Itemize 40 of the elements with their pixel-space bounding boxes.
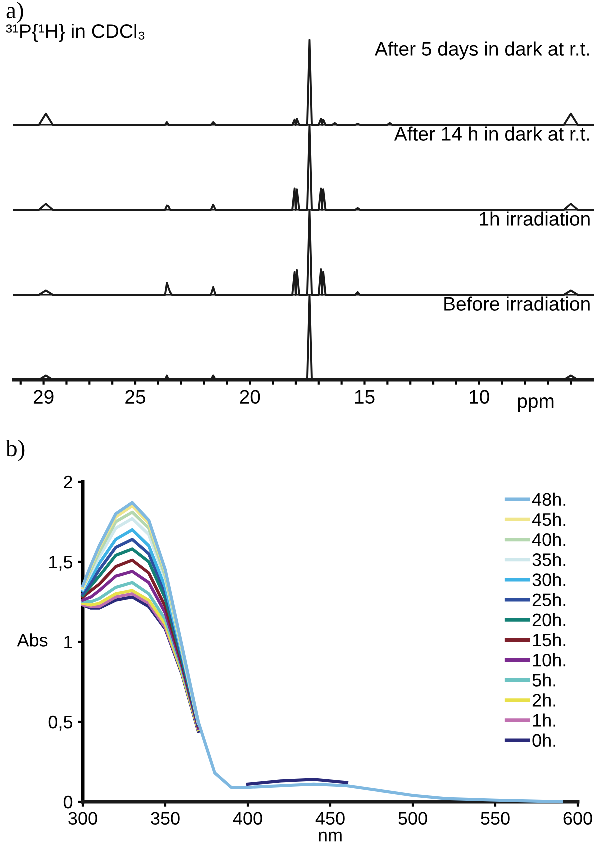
x-tick-label: 15 bbox=[355, 390, 375, 404]
annotation: Before irradiation bbox=[444, 296, 590, 311]
legend-label: 20h. bbox=[532, 613, 566, 627]
legend-label: 15h. bbox=[533, 633, 566, 647]
y-tick-label: 1 bbox=[64, 636, 72, 649]
x-tick-label: 300 bbox=[68, 812, 98, 825]
y-tick-label: 0 bbox=[64, 796, 73, 809]
annotation: After 5 days in dark at r.t. bbox=[375, 42, 590, 60]
x-tick-label: 29 bbox=[34, 390, 54, 404]
x-tick-label: 400 bbox=[233, 812, 262, 825]
x-tick-label: 350 bbox=[151, 812, 180, 825]
legend-label: 45h. bbox=[532, 512, 566, 526]
y-tick-label: 0,5 bbox=[48, 716, 73, 731]
legend-label: 25h. bbox=[532, 593, 566, 606]
x-tick-label: 500 bbox=[398, 812, 428, 825]
x-tick-label: 20 bbox=[240, 390, 260, 404]
legend-label: 48h. bbox=[532, 492, 566, 506]
x-tick-label: 600 bbox=[564, 812, 592, 825]
x-tick-label: 10 bbox=[470, 390, 490, 404]
chart-title: a) bbox=[6, 2, 24, 24]
legend-label: 35h. bbox=[532, 553, 566, 566]
legend-label: 1h. bbox=[533, 714, 556, 727]
legend-label: 0h. bbox=[532, 734, 556, 748]
legend-label: 2h. bbox=[532, 694, 556, 707]
legend-label: 5h. bbox=[532, 674, 556, 687]
x-axis-title: ppm bbox=[518, 398, 554, 412]
annotation: After 14 h in dark at r.t. bbox=[394, 126, 590, 141]
legend-label: 10h. bbox=[533, 653, 566, 667]
x-tick-label: 25 bbox=[126, 390, 146, 404]
x-axis-title: nm bbox=[319, 832, 342, 842]
chart-title: b) bbox=[6, 440, 25, 462]
y-axis-title: Abs bbox=[17, 634, 48, 647]
legend-label: 40h. bbox=[532, 532, 566, 546]
x-tick-label: 550 bbox=[481, 812, 510, 825]
y-tick-label: 1,5 bbox=[50, 556, 73, 571]
legend-label: 30h. bbox=[532, 573, 566, 586]
annotation: 1h irradiation bbox=[480, 212, 590, 226]
chart-subtitle: ³¹P{¹H} in CDCl₃ bbox=[6, 24, 145, 42]
x-tick-label: 450 bbox=[316, 812, 345, 825]
y-tick-label: 2 bbox=[64, 476, 72, 489]
